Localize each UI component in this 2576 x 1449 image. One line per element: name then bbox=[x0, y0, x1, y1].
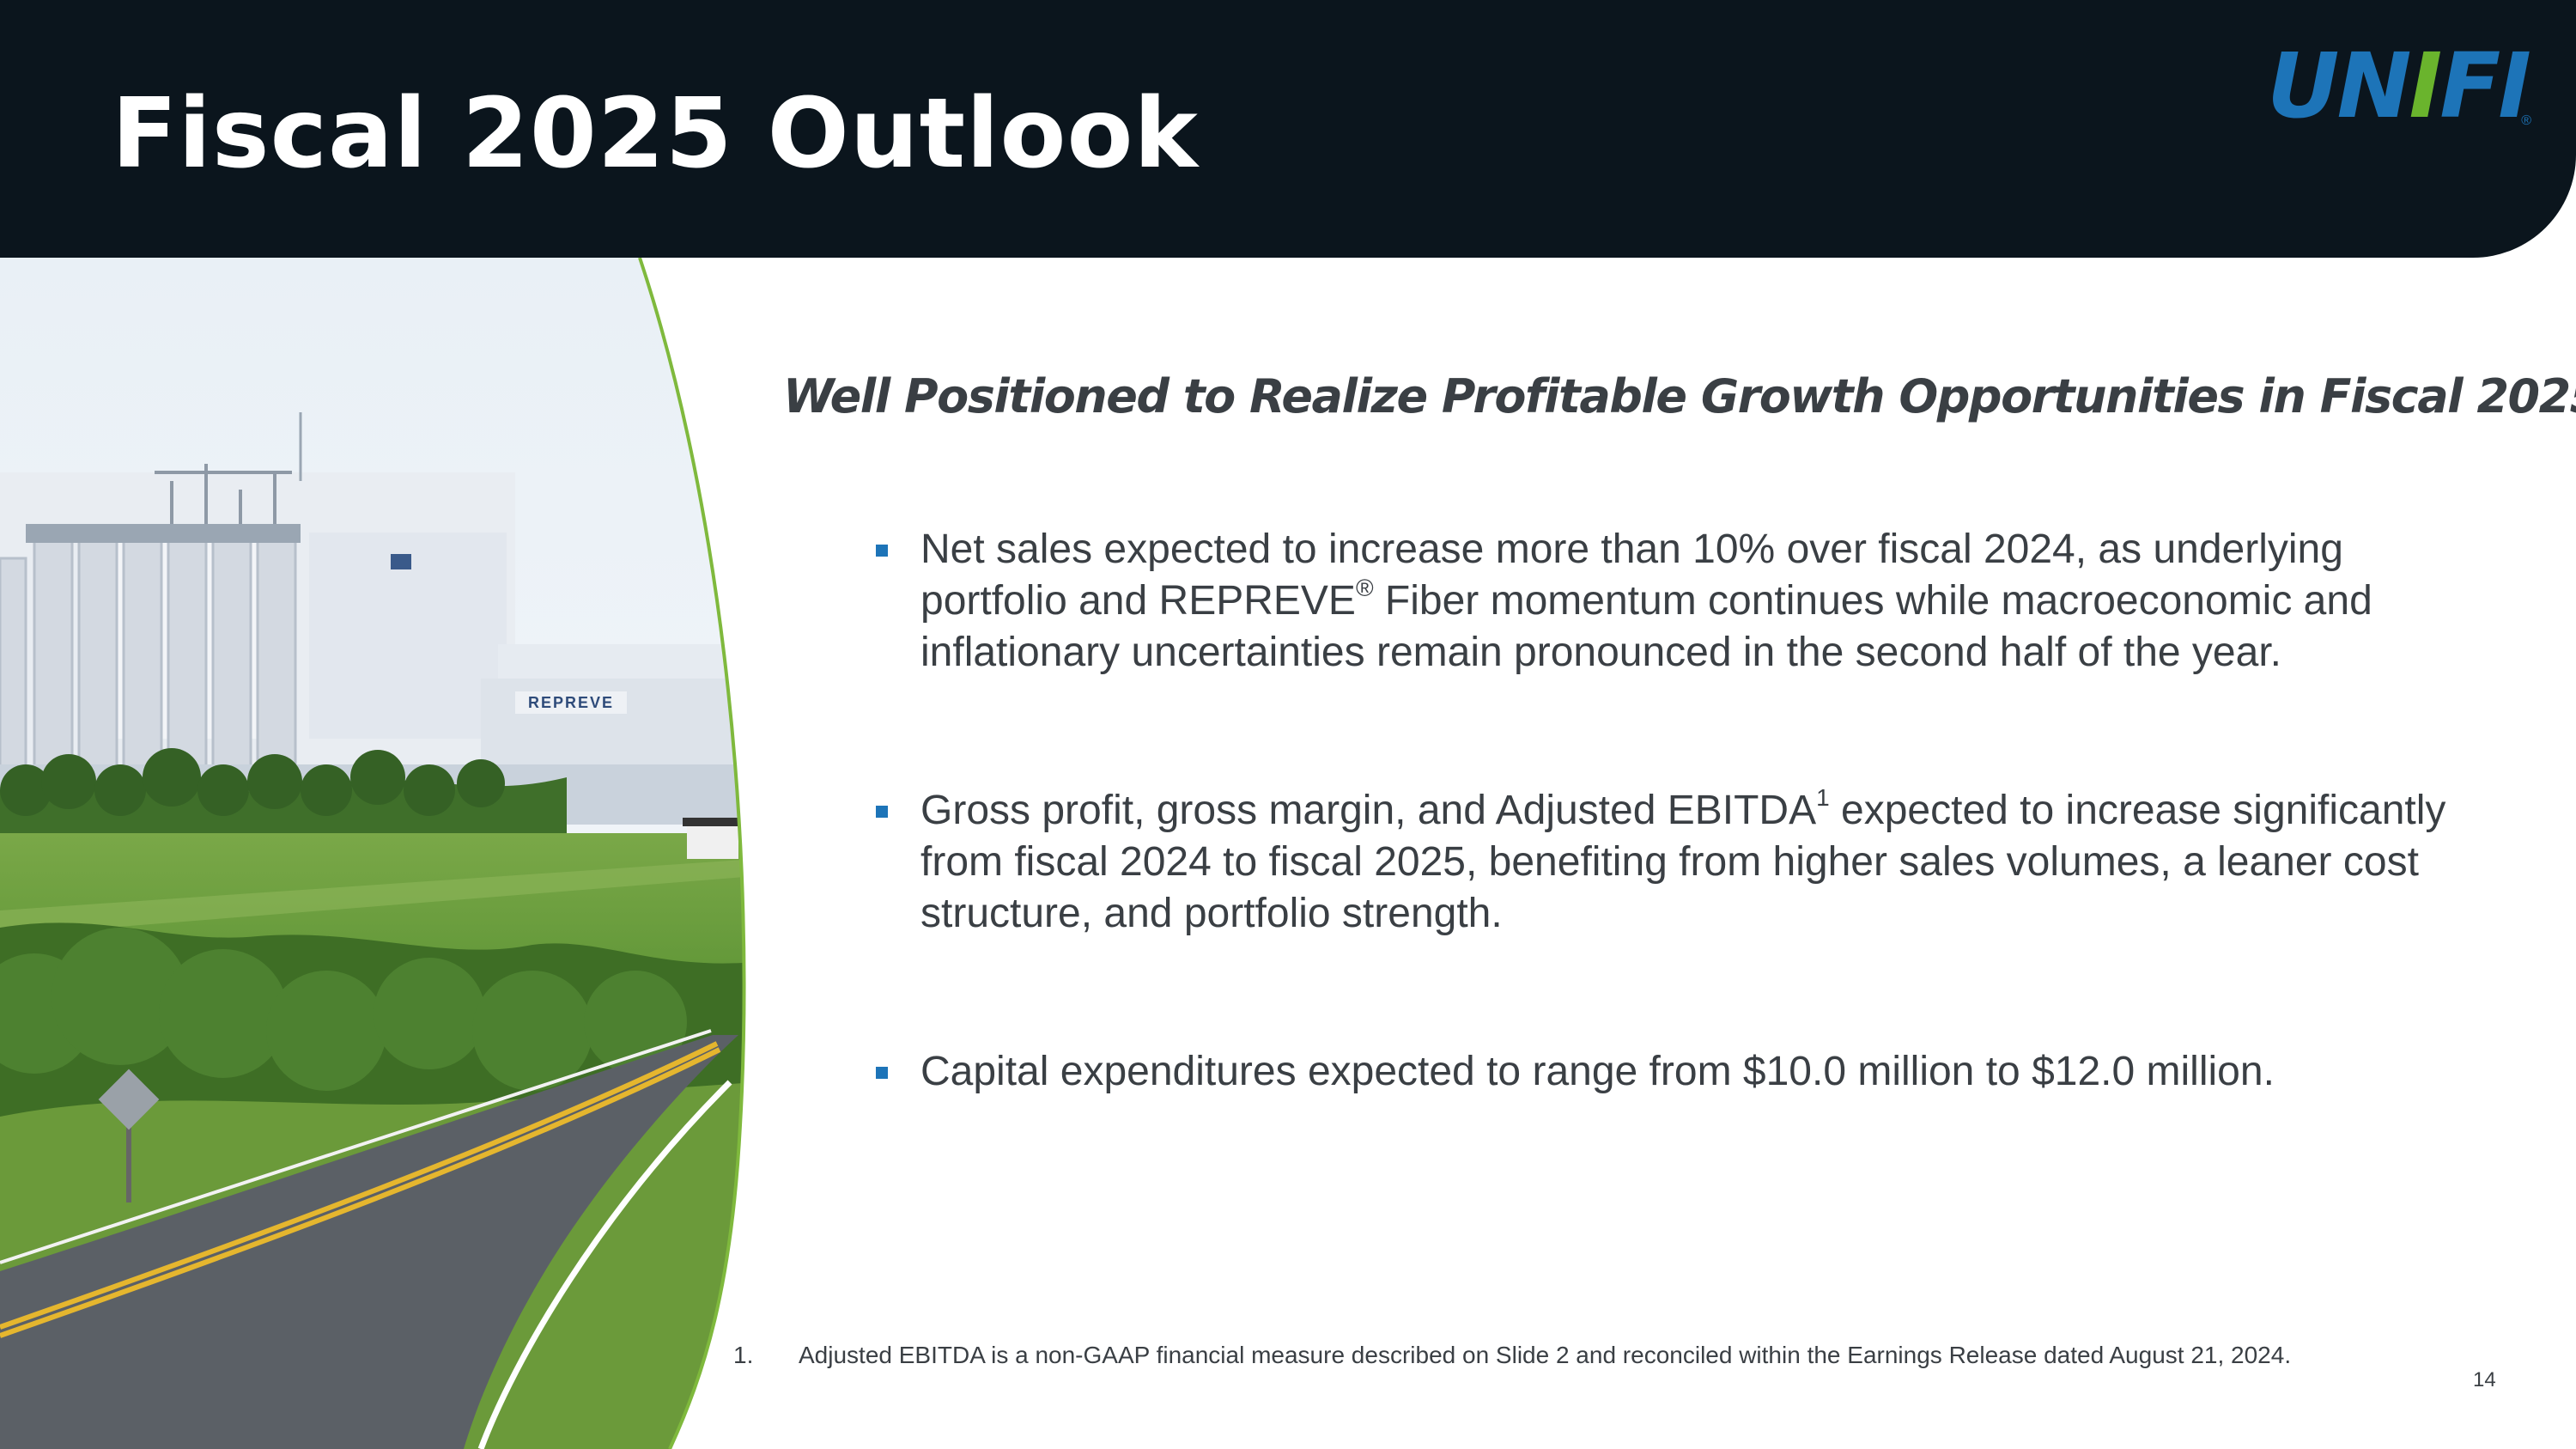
footnote-text: Adjusted EBITDA is a non-GAAP financial … bbox=[799, 1342, 2292, 1368]
square-bullet-icon bbox=[876, 806, 888, 818]
footnote-number: 1. bbox=[733, 1342, 754, 1368]
logo-wordmark: UNIFI bbox=[2267, 33, 2531, 138]
footnote: 1. Adjusted EBITDA is a non-GAAP financi… bbox=[733, 1340, 2305, 1371]
footnote-reference: 1 bbox=[1816, 784, 1830, 811]
building-sign: REPREVE bbox=[515, 691, 627, 714]
outlook-bullet-list: Net sales expected to increase more than… bbox=[876, 524, 2490, 1098]
bullet-gross-profit: Gross profit, gross margin, and Adjusted… bbox=[876, 785, 2490, 940]
registered-mark: ® bbox=[1355, 575, 1374, 601]
factory-road-photo: REPREVE bbox=[0, 258, 746, 1449]
logo-registered-mark: ® bbox=[2521, 113, 2531, 128]
header-bar: Fiscal 2025 Outlook UNIFI ® bbox=[0, 0, 2576, 258]
page-number: 14 bbox=[2473, 1368, 2496, 1391]
square-bullet-icon bbox=[876, 1067, 888, 1079]
bullet-text: Net sales expected to increase more than… bbox=[920, 527, 2343, 624]
svg-text:REPREVE: REPREVE bbox=[528, 694, 614, 711]
road-sign bbox=[98, 1068, 160, 1202]
square-bullet-icon bbox=[876, 545, 888, 557]
page-title: Fiscal 2025 Outlook bbox=[112, 78, 1199, 190]
bullet-text-continued: expected to increase significantly from … bbox=[920, 788, 2446, 936]
bullet-text: Gross profit, gross margin, and Adjusted… bbox=[920, 788, 1817, 833]
unifi-logo: UNIFI ® bbox=[2267, 41, 2533, 137]
tree-line bbox=[0, 748, 505, 816]
slide-subtitle: Well Positioned to Realize Profitable Gr… bbox=[783, 369, 2576, 423]
roadside-hut bbox=[683, 818, 743, 859]
bullet-net-sales: Net sales expected to increase more than… bbox=[876, 524, 2490, 679]
bullet-text-continued: Fiber momentum continues while macroecon… bbox=[920, 578, 2372, 675]
road bbox=[0, 1035, 738, 1449]
foreground-shrubs bbox=[0, 928, 687, 1091]
bullet-capital-expenditures: Capital expenditures expected to range f… bbox=[876, 1046, 2490, 1098]
bullet-text: Capital expenditures expected to range f… bbox=[920, 1049, 2275, 1094]
